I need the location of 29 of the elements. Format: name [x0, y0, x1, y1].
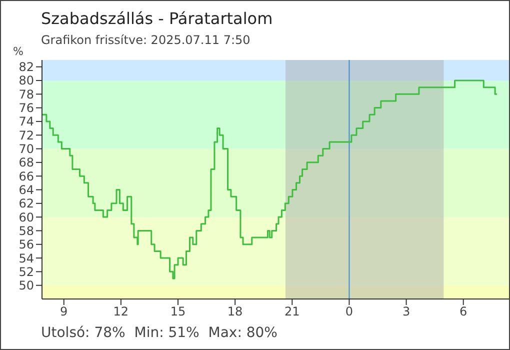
- y-tick-label: 68: [18, 156, 34, 170]
- y-tick-label: 82: [18, 60, 34, 74]
- y-tick-label: 58: [18, 224, 34, 238]
- chart-title: Szabadszállás - Páratartalom: [41, 9, 273, 28]
- y-axis-title: %: [13, 45, 24, 58]
- x-tick-label: 18: [227, 304, 243, 319]
- y-tick-label: 76: [18, 101, 34, 116]
- y-tick-label: 62: [18, 196, 34, 211]
- x-tick-label: 12: [113, 304, 129, 319]
- y-tick-label: 78: [18, 87, 34, 102]
- x-tick-label: 6: [460, 304, 468, 319]
- y-tick-label: 70: [18, 142, 34, 156]
- y-tick-label: 66: [18, 169, 34, 184]
- y-tick-label: 56: [18, 238, 34, 252]
- y-tick-label: 60: [18, 210, 34, 224]
- y-tick-label: 72: [18, 128, 34, 142]
- y-tick-label: 52: [18, 264, 34, 279]
- y-tick-label: 74: [18, 114, 34, 129]
- y-tick-label: 54: [18, 251, 34, 266]
- x-tick-label: 0: [345, 304, 354, 319]
- y-tick-label: 80: [18, 74, 34, 88]
- chart-subtitle: Grafikon frissítve: 2025.07.11 7:50: [41, 33, 250, 47]
- x-tick-label: 21: [284, 304, 300, 319]
- x-tick-label: 15: [170, 304, 186, 319]
- text: Utolsó: 78% Min: 51% Max: 80%: [41, 325, 278, 341]
- x-tick-label: 3: [402, 304, 410, 319]
- y-tick-label: 50: [18, 278, 34, 293]
- y-tick-label: 64: [18, 183, 34, 198]
- x-tick-label: 9: [60, 304, 68, 319]
